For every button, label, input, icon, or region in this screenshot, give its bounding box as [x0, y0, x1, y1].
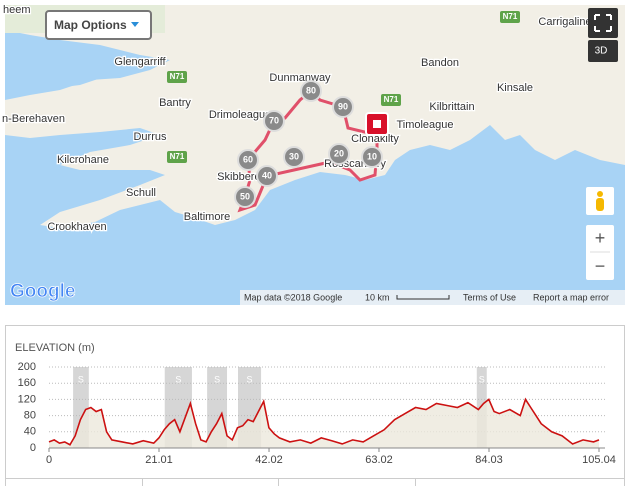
km-marker[interactable] — [237, 149, 259, 171]
place-label: Glengarriff — [114, 56, 166, 68]
road-label: N71 — [503, 12, 518, 21]
fullscreen-icon — [594, 14, 612, 32]
road-shield — [167, 151, 187, 163]
attribution: Map data ©2018 Google — [244, 292, 342, 302]
map[interactable]: heem Glengarriff Bantry Dunmanway Drimol… — [1, 3, 625, 305]
land — [5, 5, 625, 228]
place-label: Drimoleague — [209, 109, 271, 121]
km-marker[interactable] — [256, 165, 278, 187]
zoom-out[interactable]: − — [595, 256, 606, 276]
bay — [5, 55, 110, 92]
start-marker-icon — [373, 120, 381, 128]
km-label: 40 — [262, 170, 272, 180]
x-tick-label: 42.02 — [255, 454, 283, 466]
km-label: 60 — [243, 154, 253, 164]
km-label: 80 — [306, 85, 316, 95]
attribution-bar — [240, 290, 625, 305]
place-label: heem — [3, 4, 31, 16]
place-label: Crookhaven — [47, 221, 106, 233]
km-marker[interactable] — [361, 146, 383, 168]
place-label: Clonakilty — [351, 133, 399, 145]
pegman-body — [596, 198, 604, 211]
place-label: Kilbrittain — [429, 101, 474, 113]
road-label: N71 — [170, 72, 185, 81]
road-label: N71 — [384, 95, 399, 104]
map-options-button[interactable] — [45, 10, 152, 40]
dropdown-arrow — [131, 22, 139, 27]
place-label: Schull — [126, 187, 156, 199]
3d-label: 3D — [595, 46, 608, 57]
km-label: 10 — [367, 151, 377, 161]
road-shield — [167, 71, 187, 83]
km-marker[interactable] — [300, 80, 322, 102]
y-tick-label: 160 — [18, 377, 36, 389]
3d-button[interactable] — [588, 40, 618, 62]
x-tick-label: 84.03 — [475, 454, 503, 466]
km-label: 30 — [289, 151, 299, 161]
place-label: Kilcrohane — [57, 154, 109, 166]
y-tick-label: 80 — [24, 410, 36, 422]
segment-label: S — [247, 374, 253, 384]
place-label: Kinsale — [497, 82, 533, 94]
elevation-title: ELEVATION (m) — [15, 342, 95, 354]
km-label: 90 — [338, 101, 348, 111]
y-tick-label: 40 — [24, 426, 36, 438]
x-tick-label: 63.02 — [365, 454, 393, 466]
place-label: Carrigaline — [538, 16, 591, 28]
segment-label: S — [175, 374, 181, 384]
elevation-fill — [49, 399, 599, 448]
place-label: Bantry — [159, 97, 191, 109]
km-markers: 10 20 30 40 50 60 70 80 90 — [234, 80, 383, 208]
elevation-line — [48, 397, 600, 446]
scale-bar — [396, 295, 450, 300]
place-label: Bandon — [421, 57, 459, 69]
segment-label: S — [78, 374, 84, 384]
road-shield — [500, 11, 520, 23]
place-label: Timoleague — [396, 119, 453, 131]
km-marker[interactable] — [328, 143, 350, 165]
place-label: Dunmanway — [269, 72, 331, 84]
x-tick-label: 21.01 — [145, 454, 173, 466]
zoom-in[interactable]: + — [595, 228, 606, 248]
road-shields: N71 N71 N71 N71 — [167, 11, 520, 163]
place-label: n-Berehaven — [2, 113, 65, 125]
km-marker[interactable] — [263, 110, 285, 132]
x-tick-label: 0 — [46, 454, 52, 466]
terms-link[interactable]: Terms of Use — [463, 292, 516, 302]
elevation-chart: S S S S S 0 40 80 120 160 200 0 21.01 42.02 63.02 84.03… — [18, 361, 616, 466]
km-marker[interactable] — [283, 146, 305, 168]
pegman-head — [597, 191, 603, 197]
road-shield — [381, 94, 401, 106]
segment-label: S — [214, 374, 220, 384]
scale-label: 10 km — [365, 292, 390, 302]
road-label: N71 — [170, 152, 185, 161]
km-label: 20 — [334, 148, 344, 158]
km-marker[interactable] — [332, 96, 354, 118]
report-link[interactable]: Report a map error — [533, 292, 609, 302]
km-label: 70 — [269, 115, 279, 125]
segment-label: S — [479, 374, 485, 384]
km-label: 50 — [240, 191, 250, 201]
map-options-label: Map Options — [54, 18, 127, 32]
elevation-panel — [5, 325, 625, 486]
y-tick-label: 0 — [30, 442, 36, 454]
km-marker[interactable] — [234, 186, 256, 208]
fullscreen-button[interactable] — [588, 8, 618, 38]
y-tick-label: 200 — [18, 361, 36, 373]
google-logo[interactable]: Google — [10, 281, 76, 303]
place-label: Durrus — [133, 131, 167, 143]
x-tick-label: 105.04 — [582, 454, 616, 466]
place-label: Baltimore — [184, 211, 230, 223]
y-tick-label: 120 — [18, 393, 36, 405]
